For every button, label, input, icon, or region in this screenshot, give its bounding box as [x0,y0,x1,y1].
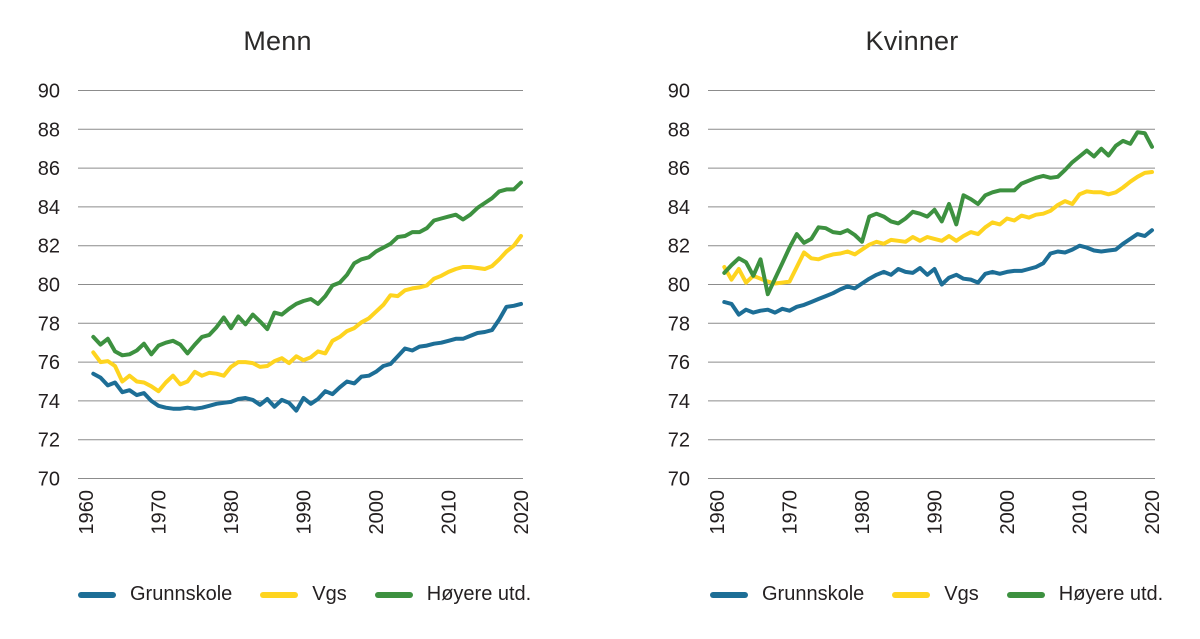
y-tick-label-90: 90 [668,81,690,103]
series-line-vgs [91,234,523,394]
chart-kvinner: Kvinner 70 72 74 76 78 80 82 84 86 88 90 1960 1970 19… [600,0,1200,639]
legend-label-hoyere-utd: Høyere utd. [1058,583,1164,605]
hoyere-utd-line-swatch [1006,591,1045,598]
y-tick-label-76: 76 [668,352,690,374]
legend-label-grunnskole: Grunnskole [130,583,233,605]
x-tick-label-2020: 2020 [511,490,533,535]
y-tick-label-90: 90 [38,81,60,103]
x-tick-label-1980: 1980 [221,490,243,535]
legend-label-grunnskole: Grunnskole [762,583,865,605]
y-tick-label-80: 80 [668,275,690,297]
y-tick-label-88: 88 [668,119,690,141]
x-tick-label-2020: 2020 [1142,490,1164,535]
y-tick-label-74: 74 [668,391,690,413]
x-tick-label-1970: 1970 [149,490,171,535]
legend-item-grunnskole: Grunnskole [78,583,232,606]
y-tick-label-86: 86 [38,158,60,180]
kvinner-plot-area: 70 72 74 76 78 80 82 84 86 88 90 1960 1970 1980 1990 20… [668,81,1164,535]
x-tick-label-2010: 2010 [1070,490,1092,535]
legend-item-hoyere-utd: Høyere utd. [374,583,532,606]
legend-menn: Grunnskole Vgs Høyere utd. [78,583,559,606]
y-tick-label-72: 72 [668,430,690,452]
chart-menn: Menn 70 72 74 76 78 80 82 84 86 88 90 1960 1970 1980 1… [38,26,559,606]
x-tick-label-1990: 1990 [294,490,316,535]
x-tick-label-1960: 1960 [707,490,729,535]
y-tick-label-74: 74 [38,391,60,413]
y-tick-label-84: 84 [38,197,60,219]
y-tick-label-70: 70 [38,469,60,491]
series-line-grunnskole [91,301,523,413]
x-tick-label-1960: 1960 [76,490,98,535]
hoyere-utd-line-swatch [374,591,413,598]
vgs-line-swatch [892,591,931,598]
series-line-grunnskole [722,228,1154,317]
legend-label-hoyere-utd: Høyere utd. [426,583,532,605]
y-tick-label-76: 76 [38,352,60,374]
chart-title-menn: Menn [243,26,312,56]
y-tick-label-78: 78 [38,313,60,335]
y-tick-label-80: 80 [38,275,60,297]
grunnskole-line-swatch [710,591,748,598]
chart-title-kvinner: Kvinner [865,26,959,56]
y-tick-label-86: 86 [668,158,690,180]
y-tick-label-82: 82 [668,236,690,258]
legend-item-grunnskole: Grunnskole [710,583,864,606]
y-tick-label-82: 82 [38,236,60,258]
y-tick-label-78: 78 [668,313,690,335]
grunnskole-line-swatch [78,591,116,598]
x-tick-label-1990: 1990 [925,490,947,535]
legend-label-vgs: Vgs [944,583,979,605]
x-tick-label-2010: 2010 [439,490,461,535]
legend-item-vgs: Vgs [892,583,979,606]
legend-item-vgs: Vgs [260,583,347,606]
y-tick-label-70: 70 [668,469,690,491]
series-line-vgs [722,170,1154,286]
x-tick-label-2000: 2000 [366,490,388,535]
series-line-hoyere_utd [91,180,523,358]
vgs-line-swatch [260,591,299,598]
legend-item-hoyere-utd: Høyere utd. [1006,583,1164,606]
y-tick-label-88: 88 [38,119,60,141]
menn-plot-area: 70 72 74 76 78 80 82 84 86 88 90 1960 1970 1980 1990 20… [38,81,533,535]
legend-label-vgs: Vgs [312,583,347,605]
y-tick-label-84: 84 [668,197,690,219]
x-tick-label-1980: 1980 [852,490,874,535]
series-line-hoyere_utd [722,130,1154,297]
legend-kvinner: Grunnskole Vgs Høyere utd. [710,583,1191,606]
y-tick-label-72: 72 [38,430,60,452]
x-tick-label-2000: 2000 [997,490,1019,535]
x-tick-label-1970: 1970 [780,490,802,535]
